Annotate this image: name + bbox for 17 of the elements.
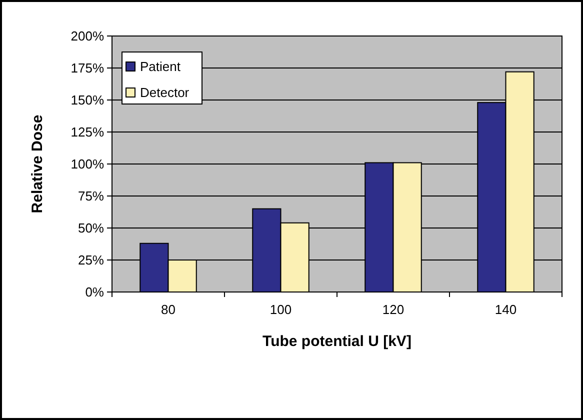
y-tick-label: 175%	[70, 60, 104, 76]
y-tick-label: 50%	[78, 220, 104, 236]
x-tick-label: 80	[161, 302, 176, 317]
y-tick-label: 75%	[78, 188, 104, 204]
y-tick-label: 125%	[70, 124, 104, 140]
y-tick-label: 100%	[70, 156, 104, 172]
x-tick-label: 100	[270, 302, 292, 317]
y-tick-label: 0%	[85, 284, 104, 300]
y-axis-title: Relative Dose	[29, 114, 46, 214]
y-tick-label: 150%	[70, 92, 104, 108]
legend-label: Detector	[140, 85, 190, 100]
x-axis-title: Tube potential U [kV]	[262, 333, 412, 350]
y-tick-label: 25%	[78, 252, 104, 268]
x-tick-label: 120	[382, 302, 404, 317]
y-tick-label: 200%	[70, 28, 104, 44]
legend-label: Patient	[140, 59, 181, 74]
x-tick-label: 140	[494, 302, 517, 317]
